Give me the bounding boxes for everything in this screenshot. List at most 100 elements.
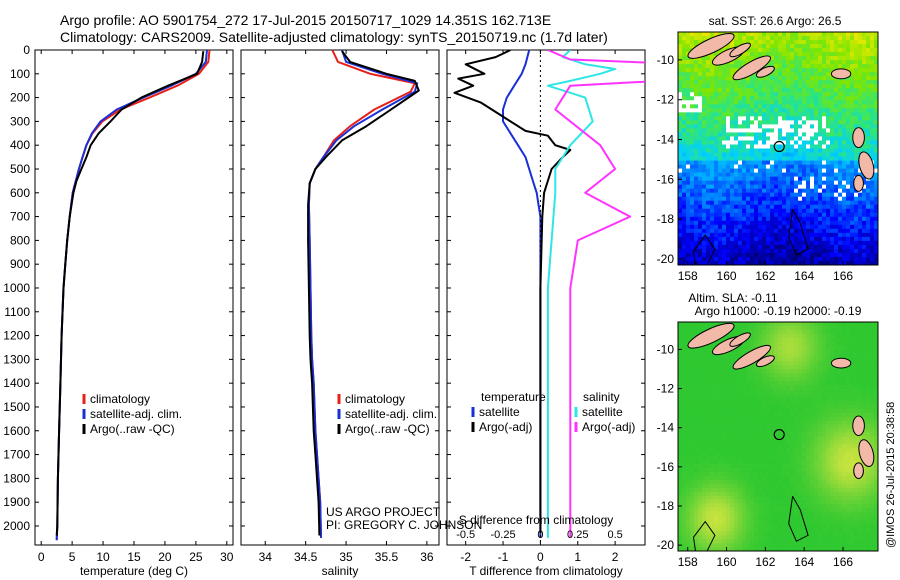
- map-cell: [814, 156, 819, 161]
- map-cell: [734, 124, 739, 129]
- map-cell: [866, 72, 871, 77]
- map-cell: [686, 172, 691, 177]
- map-cell: [754, 393, 759, 398]
- map-cell: [714, 64, 719, 69]
- map-cell: [786, 156, 791, 161]
- map-cell: [862, 184, 867, 189]
- map-cell: [806, 256, 811, 262]
- map-cell: [770, 341, 775, 346]
- map-cell: [750, 144, 755, 149]
- map-cell: [722, 208, 727, 214]
- map-cell: [766, 124, 771, 129]
- map-cell: [694, 32, 699, 37]
- map-cell: [690, 124, 695, 129]
- map-cell: [782, 361, 787, 366]
- map-cell: [834, 112, 839, 117]
- map-cell: [738, 436, 743, 441]
- map-cell: [874, 412, 878, 418]
- map-cell: [758, 156, 763, 161]
- map-cell: [866, 389, 871, 394]
- map-cell: [834, 192, 839, 198]
- map-cell: [870, 72, 875, 77]
- map-cell: [798, 100, 803, 105]
- map-cell: [738, 416, 743, 422]
- map-cell: [782, 132, 787, 137]
- map-cell: [830, 56, 835, 61]
- map-cell: [870, 48, 875, 53]
- map-cell: [682, 76, 687, 81]
- map-cell: [790, 224, 795, 230]
- map-cell: [742, 385, 747, 390]
- map-cell: [774, 408, 779, 414]
- map-cell: [698, 385, 703, 390]
- map-cell: [782, 416, 787, 422]
- map-cell: [830, 341, 835, 346]
- map-cell: [758, 84, 763, 89]
- map-cell: [774, 52, 779, 57]
- map-cell: [778, 56, 783, 61]
- map-cell: [682, 424, 687, 429]
- map-cell: [794, 357, 799, 362]
- map-cell: [822, 369, 827, 374]
- map-cell: [858, 120, 863, 125]
- map-cell: [722, 200, 727, 206]
- map-cell: [786, 325, 791, 331]
- map-cell: [814, 400, 819, 406]
- map-cell: [786, 240, 791, 246]
- map-cell: [778, 412, 783, 418]
- map-cell: [858, 456, 863, 461]
- map-cell: [854, 88, 859, 93]
- map-cell: [774, 256, 779, 262]
- map-cell: [730, 424, 735, 429]
- map-cell: [762, 80, 767, 85]
- map-cell: [858, 393, 863, 398]
- map-cell: [794, 341, 799, 346]
- map-cell: [730, 244, 735, 250]
- map-cell: [754, 456, 759, 461]
- map-cell: [786, 68, 791, 73]
- map-cell: [782, 32, 787, 37]
- map-cell: [738, 120, 743, 125]
- map-cell: [702, 252, 707, 258]
- map-cell: [806, 365, 811, 370]
- map-cell: [730, 357, 735, 362]
- series-line-t-satellite: [502, 50, 542, 538]
- map-cell: [850, 168, 855, 173]
- map-cell: [694, 164, 699, 169]
- map-cell: [682, 184, 687, 189]
- map-cell: [838, 408, 843, 414]
- map-cell: [682, 412, 687, 418]
- map-cell: [770, 32, 775, 37]
- map-cell: [862, 432, 867, 437]
- map-cell: [858, 40, 863, 45]
- map-cell: [762, 400, 767, 406]
- map-cell: [766, 108, 771, 113]
- map-cell: [866, 400, 871, 406]
- map-cell: [850, 32, 855, 37]
- map-cell: [806, 104, 811, 109]
- map-cell: [686, 224, 691, 230]
- map-cell: [850, 164, 855, 169]
- map-cell: [798, 353, 803, 358]
- map-cell: [858, 220, 863, 226]
- map-cell: [866, 256, 871, 262]
- map-cell: [834, 208, 839, 214]
- map-cell: [678, 381, 683, 386]
- map-cell: [786, 96, 791, 101]
- map-cell: [874, 92, 878, 97]
- map-cell: [682, 440, 687, 445]
- map-cell: [874, 216, 878, 222]
- map-cell: [826, 440, 831, 445]
- map-cell: [794, 244, 799, 250]
- map-cell: [810, 152, 815, 157]
- map-cell: [810, 204, 815, 210]
- map-cell: [694, 329, 699, 335]
- map-cell: [790, 156, 795, 161]
- map-cell: [834, 322, 839, 327]
- map-cell: [698, 329, 703, 335]
- map-cell: [746, 448, 751, 453]
- map-cell: [774, 152, 779, 157]
- map-cell: [682, 385, 687, 390]
- map-cell: [870, 192, 875, 198]
- map-cell: [762, 252, 767, 258]
